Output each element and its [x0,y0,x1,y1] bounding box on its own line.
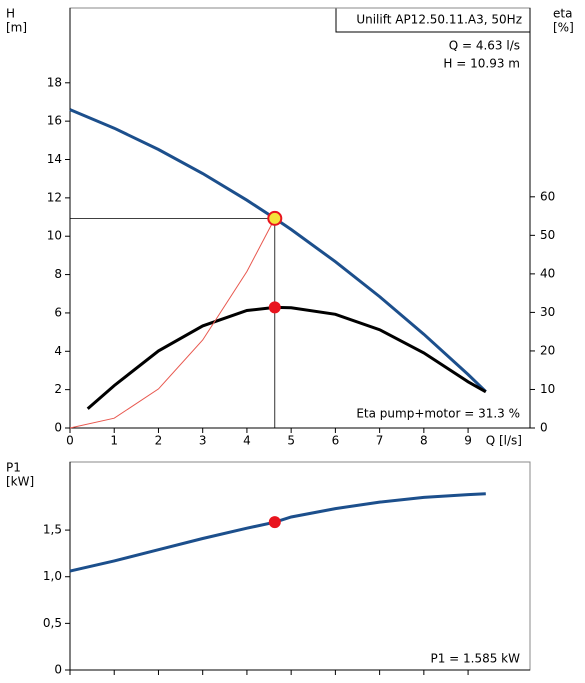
curve [69,108,487,393]
y-unit: [m] [6,21,27,35]
x-tick-label: 3 [199,434,207,448]
y-tick-label: 4 [54,344,62,358]
y2-tick-label: 30 [540,305,555,319]
x-tick-label: 1 [110,434,118,448]
x-label: Q [l/s] [486,434,522,448]
y-tick-label: 0 [54,663,62,677]
y-tick-label: 10 [47,229,62,243]
y2-tick-label: 60 [540,189,555,203]
y2-label: eta [553,7,572,21]
y-tick-label: 1,5 [43,523,62,537]
x-tick-label: 5 [287,434,295,448]
chart-title: Unilift AP12.50.11.A3, 50Hz [356,13,522,27]
y-tick-label: 18 [47,75,62,89]
y-label: P1 [6,461,21,475]
operating-point [268,516,281,529]
y2-tick-label: 40 [540,266,555,280]
annotation: H = 10.93 m [443,57,520,71]
curve [69,218,276,429]
y-tick-label: 1,0 [43,569,62,583]
x-tick-label: 8 [420,434,428,448]
y2-tick-label: 20 [540,343,555,357]
y-tick-label: 0,5 [43,616,62,630]
annotation: Q = 4.63 l/s [449,39,520,53]
y2-tick-label: 0 [540,421,548,435]
x-tick-label: 7 [376,434,384,448]
y-tick-label: 14 [47,152,62,166]
y2-unit: [%] [553,21,574,35]
curve [86,305,487,410]
curve [69,492,486,573]
y-tick-label: 12 [47,190,62,204]
y-tick-label: 16 [47,114,62,128]
x-tick-label: 6 [332,434,340,448]
operating-point [267,210,283,226]
y-tick-label: 8 [54,267,62,281]
annotation: Eta pump+motor = 31.3 % [356,407,520,421]
operating-point-eta [268,301,281,314]
y-tick-label: 2 [54,382,62,396]
y-label: H [6,7,15,21]
annotation: P1 = 1.585 kW [430,652,520,666]
x-tick-label: 2 [155,434,163,448]
plot-frame [69,461,531,671]
title-box [335,7,531,33]
y2-tick-label: 10 [540,382,555,396]
y-unit: [kW] [6,475,34,489]
y-tick-label: 0 [54,421,62,435]
y2-tick-label: 50 [540,228,555,242]
x-tick-label: 4 [243,434,251,448]
x-tick-label: 9 [464,434,472,448]
x-tick-label: 0 [66,434,74,448]
y-tick-label: 6 [54,305,62,319]
